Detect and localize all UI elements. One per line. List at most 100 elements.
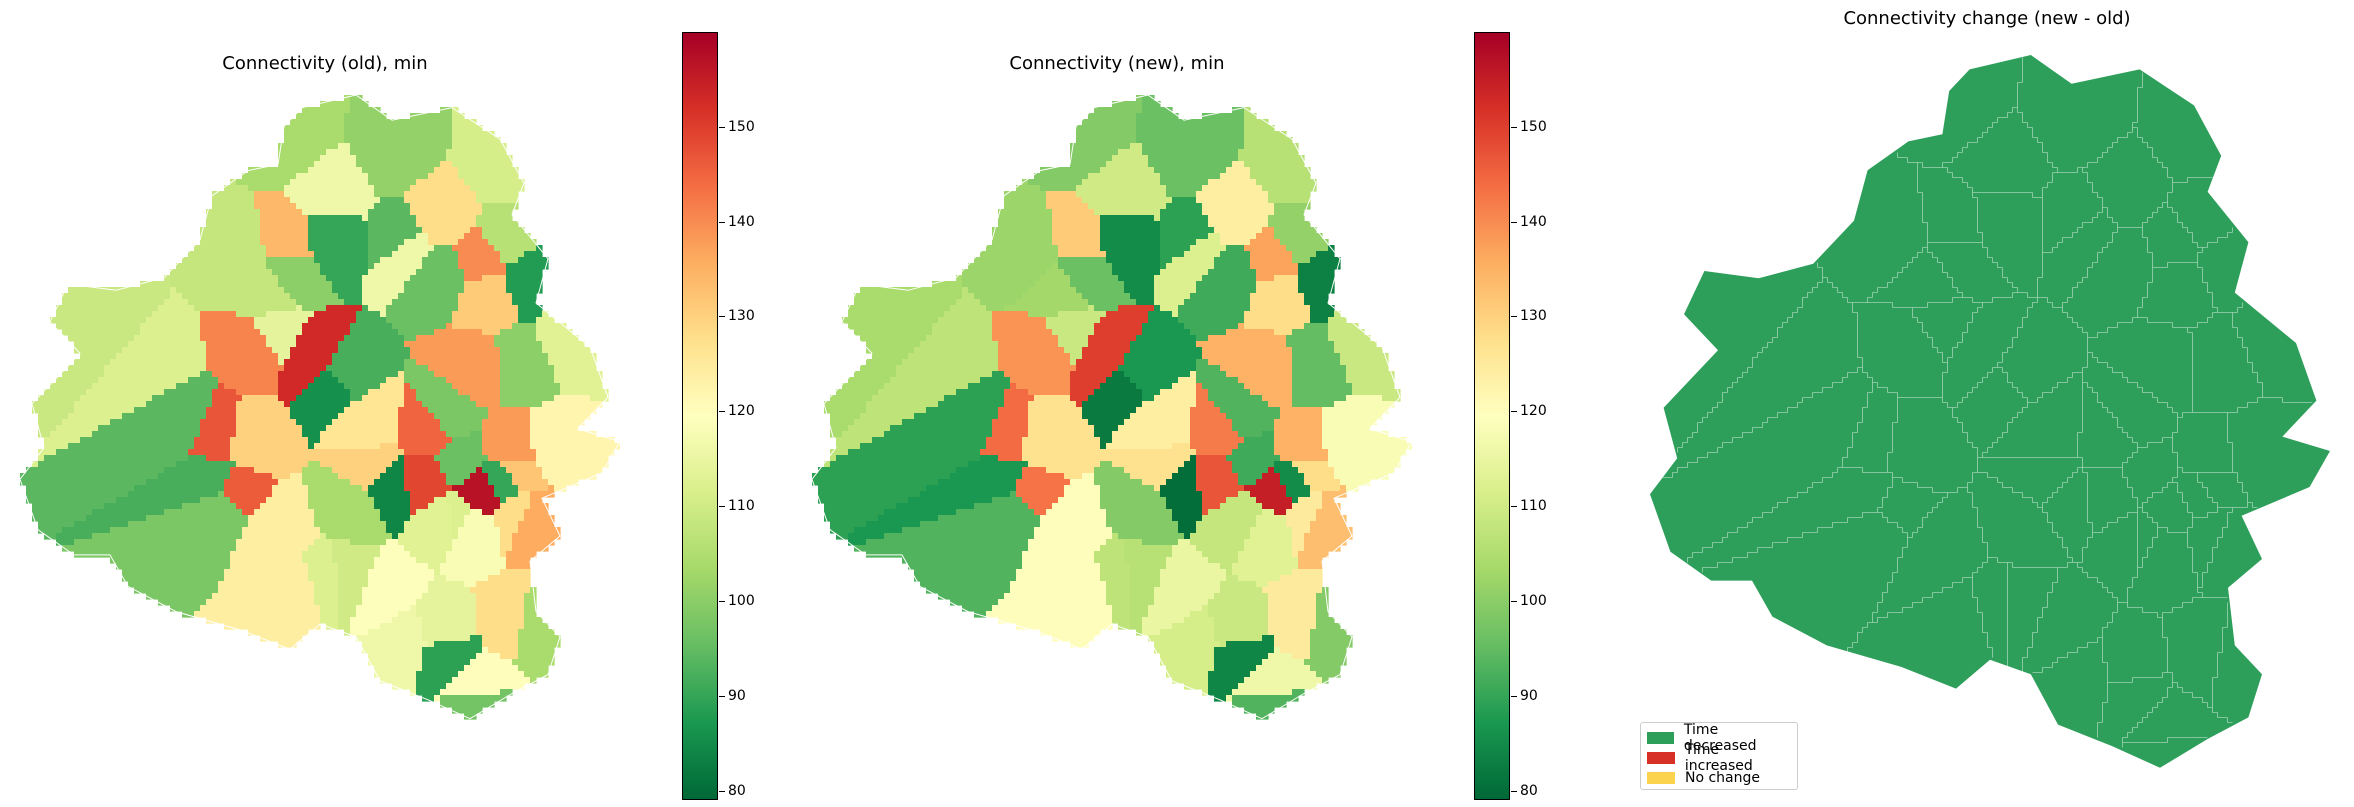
region-cell bbox=[140, 521, 147, 528]
region-cell bbox=[476, 299, 483, 306]
region-cell bbox=[314, 437, 321, 444]
region-cell bbox=[398, 257, 405, 264]
region-cell bbox=[38, 461, 45, 468]
region-cell bbox=[314, 431, 321, 438]
region-cell bbox=[584, 467, 591, 474]
region-cell bbox=[566, 383, 573, 390]
region-cell bbox=[296, 233, 303, 240]
region-cell bbox=[242, 359, 249, 366]
region-cell bbox=[338, 251, 345, 258]
region-cell bbox=[404, 383, 411, 390]
region-cell bbox=[494, 437, 501, 444]
region-cell bbox=[404, 449, 411, 456]
region-cell bbox=[326, 455, 333, 462]
region-cell bbox=[314, 515, 321, 522]
region-cell bbox=[404, 413, 411, 420]
region-cell bbox=[452, 125, 459, 132]
region-cell bbox=[296, 407, 303, 414]
region-cell bbox=[482, 179, 489, 186]
region-cell bbox=[440, 407, 447, 414]
region-cell bbox=[332, 437, 339, 444]
region-cell bbox=[116, 407, 123, 414]
region-cell bbox=[128, 305, 135, 312]
region-cell bbox=[194, 431, 201, 438]
region-cell bbox=[572, 455, 579, 462]
region-cell bbox=[68, 287, 75, 294]
region-cell bbox=[254, 221, 261, 228]
region-cell bbox=[278, 269, 285, 276]
region-cell bbox=[410, 209, 417, 216]
region-cell bbox=[518, 509, 525, 516]
region-cell bbox=[152, 497, 159, 504]
region-cell bbox=[350, 137, 357, 144]
region-cell bbox=[452, 161, 459, 168]
region-cell bbox=[236, 317, 243, 324]
region-cell bbox=[146, 329, 153, 336]
region-cell bbox=[236, 413, 243, 420]
region-cell bbox=[404, 191, 411, 198]
region-cell bbox=[104, 449, 111, 456]
region-cell bbox=[104, 491, 111, 498]
region-cell bbox=[188, 317, 195, 324]
region-cell bbox=[362, 215, 369, 222]
region-cell bbox=[458, 497, 465, 504]
region-cell bbox=[482, 299, 489, 306]
region-cell bbox=[86, 431, 93, 438]
region-cell bbox=[344, 323, 351, 330]
region-cell bbox=[134, 329, 141, 336]
region-cell bbox=[584, 461, 591, 468]
region-cell bbox=[392, 287, 399, 294]
region-cell bbox=[368, 113, 375, 120]
region-cell bbox=[362, 275, 369, 282]
region-cell bbox=[350, 437, 357, 444]
region-cell bbox=[272, 257, 279, 264]
region-cell bbox=[68, 515, 75, 522]
region-cell bbox=[398, 419, 405, 426]
region-cell bbox=[356, 437, 363, 444]
region-cell bbox=[284, 521, 291, 528]
region-cell bbox=[236, 407, 243, 414]
region-cell bbox=[302, 491, 309, 498]
region-cell bbox=[314, 503, 321, 510]
region-cell bbox=[476, 419, 483, 426]
region-cell bbox=[170, 353, 177, 360]
region-cell bbox=[332, 407, 339, 414]
region-cell bbox=[434, 293, 441, 300]
region-cell bbox=[140, 335, 147, 342]
region-cell bbox=[80, 443, 87, 450]
region-cell bbox=[374, 149, 381, 156]
region-cell bbox=[554, 335, 561, 342]
region-cell bbox=[398, 287, 405, 294]
region-cell bbox=[320, 191, 327, 198]
region-cell bbox=[146, 467, 153, 474]
region-cell bbox=[248, 209, 255, 216]
region-cell bbox=[530, 239, 537, 246]
region-cell bbox=[374, 167, 381, 174]
region-cell bbox=[386, 167, 393, 174]
region-cell bbox=[332, 167, 339, 174]
region-cell bbox=[434, 143, 441, 150]
region-cell bbox=[308, 395, 315, 402]
region-cell bbox=[80, 473, 87, 480]
region-cell bbox=[524, 329, 531, 336]
region-cell bbox=[392, 407, 399, 414]
region-cell bbox=[572, 359, 579, 366]
region-cell bbox=[434, 359, 441, 366]
region-cell bbox=[248, 491, 255, 498]
region-cell bbox=[236, 209, 243, 216]
region-cell bbox=[398, 311, 405, 318]
region-cell bbox=[266, 311, 273, 318]
region-cell bbox=[308, 293, 315, 300]
region-cell bbox=[440, 191, 447, 198]
region-cell bbox=[554, 425, 561, 432]
region-cell bbox=[332, 467, 339, 474]
region-cell bbox=[380, 119, 387, 126]
region-cell bbox=[236, 365, 243, 372]
region-cell bbox=[572, 401, 579, 408]
region-cell bbox=[182, 359, 189, 366]
region-cell bbox=[80, 503, 87, 510]
region-cell bbox=[554, 329, 561, 336]
region-cell bbox=[392, 323, 399, 330]
region-cell bbox=[260, 455, 267, 462]
region-cell bbox=[464, 323, 471, 330]
